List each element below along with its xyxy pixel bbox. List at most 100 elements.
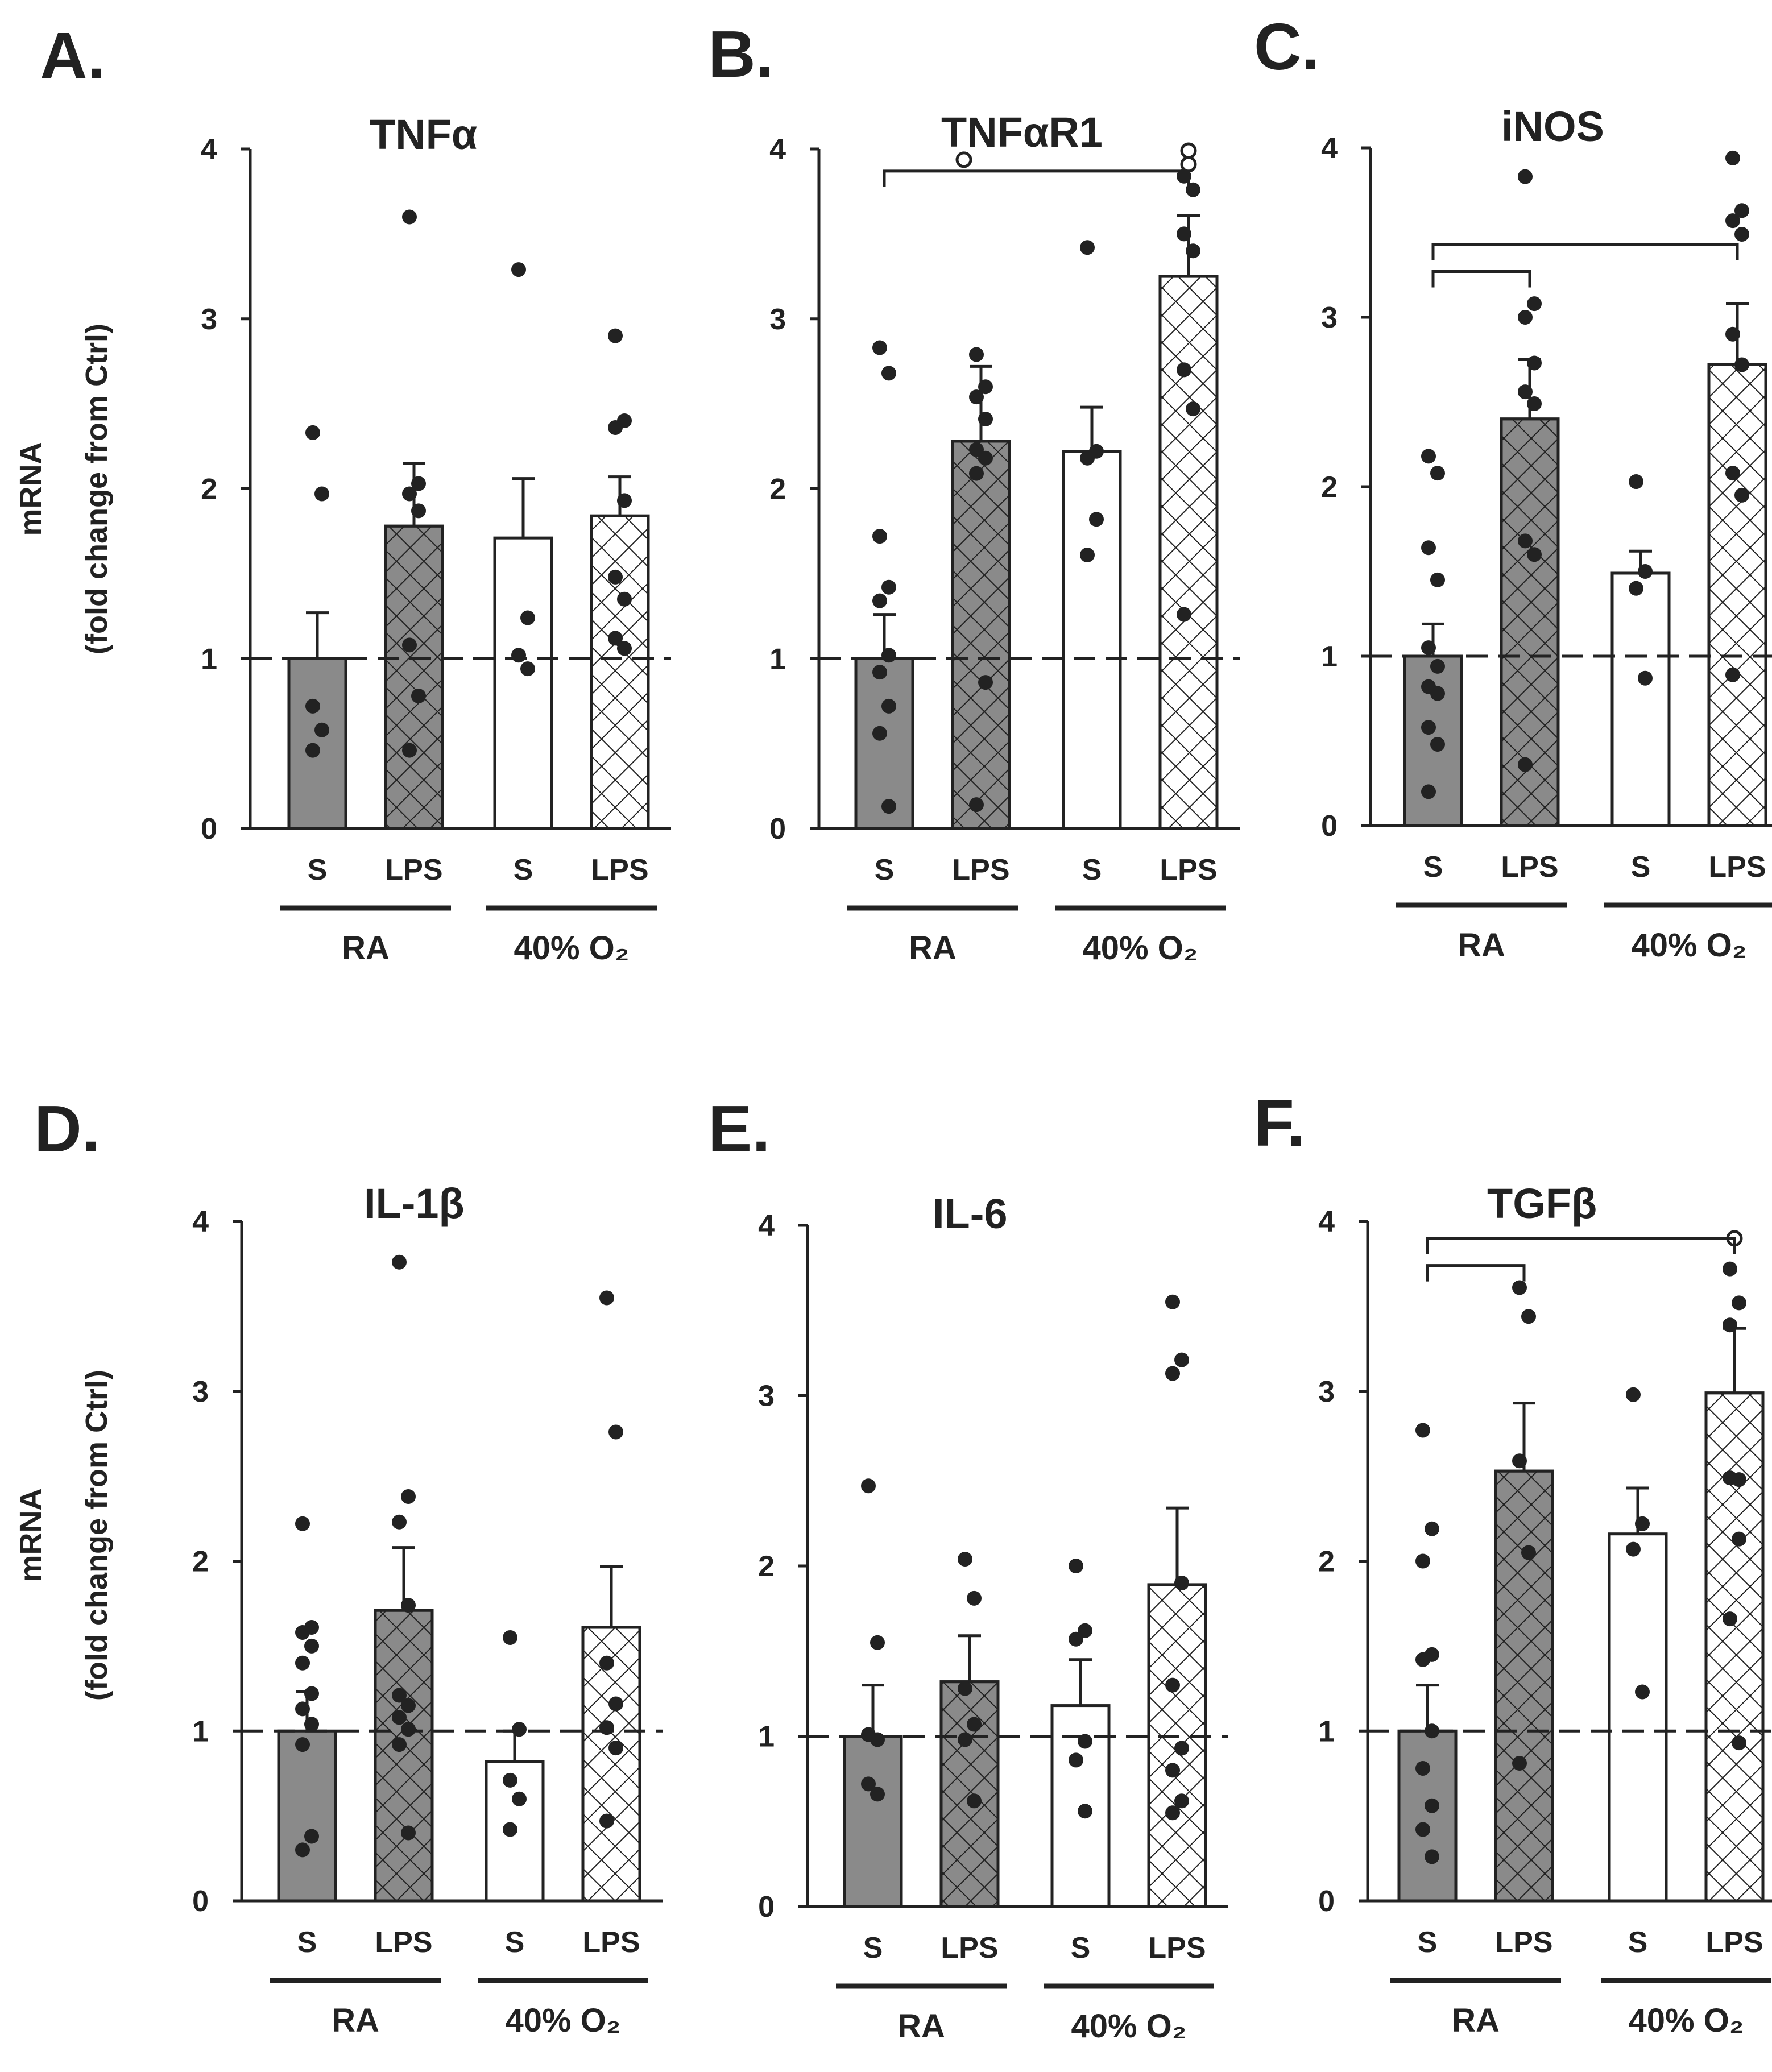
open-data-point (1180, 142, 1197, 159)
significance-mark (955, 151, 972, 168)
panel-letter-e: E. (708, 1092, 771, 1166)
x-tick-label: LPS (1148, 1932, 1206, 1965)
data-point (1186, 401, 1200, 417)
data-point (1174, 1352, 1189, 1367)
significance-bracket (1426, 1237, 1736, 1254)
data-point (617, 591, 632, 607)
x-tick-label: LPS (952, 853, 1009, 886)
data-point (1080, 450, 1095, 466)
data-point (1518, 384, 1533, 400)
data-point (978, 379, 993, 395)
data-point (1527, 355, 1542, 371)
y-tick-label: 0 (769, 813, 786, 846)
data-point (599, 1813, 614, 1829)
data-point (872, 665, 887, 680)
y-tick-label: 2 (201, 473, 217, 506)
x-tick-label: LPS (1495, 1926, 1552, 1959)
group-label: 40% O₂ (1071, 2008, 1186, 2045)
data-point (1723, 1611, 1737, 1627)
data-point (1165, 1366, 1180, 1381)
data-point (1723, 1317, 1737, 1333)
y-tick-label: 3 (769, 303, 786, 336)
y-tick-label: 4 (1318, 1205, 1335, 1238)
data-point (1638, 564, 1653, 579)
x-tick-label: S (1418, 1926, 1438, 1959)
data-point (1635, 1684, 1650, 1700)
data-point (402, 486, 417, 502)
data-point (872, 340, 887, 355)
data-point (1725, 466, 1740, 481)
y-tick-label: 4 (1321, 132, 1338, 165)
data-point (870, 1787, 885, 1802)
group-label: 40% O₂ (1082, 930, 1198, 967)
data-point (1165, 1294, 1180, 1309)
data-point (503, 1630, 517, 1645)
data-point (295, 1701, 310, 1717)
data-point (1518, 169, 1533, 184)
bar-hatch (1704, 1391, 1765, 1903)
x-tick-label: LPS (385, 853, 442, 886)
data-point (958, 1552, 972, 1567)
data-point (1734, 487, 1749, 503)
data-point (411, 688, 426, 703)
data-point (511, 648, 526, 663)
panel-letter-b: B. (708, 17, 774, 91)
y-tick-label: 1 (201, 643, 217, 676)
x-tick-label: S (1071, 1932, 1091, 1965)
data-point (1425, 1798, 1439, 1813)
data-point (411, 503, 426, 519)
data-point (1415, 1423, 1430, 1438)
data-point (617, 493, 632, 508)
data-point (1734, 226, 1749, 242)
data-point (1732, 1735, 1746, 1751)
y-tick-label: 3 (1318, 1375, 1335, 1408)
data-point (1518, 757, 1533, 772)
data-point (1165, 1677, 1180, 1693)
x-tick-label: LPS (941, 1932, 998, 1965)
data-point (520, 661, 535, 677)
y-tick-label: 3 (758, 1380, 775, 1413)
x-tick-label: S (308, 853, 328, 886)
x-tick-label: S (1628, 1926, 1648, 1959)
y-tick-label: 4 (201, 133, 217, 166)
x-tick-label: S (505, 1926, 525, 1959)
ylabel-line2: (fold change from Ctrl) (80, 1370, 114, 1701)
y-tick-label: 1 (758, 1721, 775, 1754)
data-point (1629, 581, 1643, 596)
data-point (978, 412, 993, 427)
data-point (305, 743, 320, 758)
data-point (967, 1717, 982, 1732)
data-point (1430, 658, 1445, 674)
panel-d: IL-1β 0 1 2 3 4 S LPS S LPS RA 40% O₂ (192, 1180, 663, 2039)
data-point (1177, 607, 1191, 622)
bar-hatch (384, 524, 444, 830)
x-tick-label: S (1631, 851, 1651, 884)
data-point (1165, 1763, 1180, 1778)
data-point (1080, 240, 1095, 255)
data-point (1425, 1849, 1439, 1864)
data-point (392, 1737, 407, 1752)
data-point (401, 1722, 416, 1737)
data-point (1512, 1756, 1527, 1771)
data-point (861, 1478, 876, 1494)
data-point (881, 698, 896, 714)
chart-title: TGFβ (1487, 1180, 1597, 1227)
bar (1610, 571, 1671, 827)
x-tick-label: S (1423, 851, 1443, 884)
bar-hatch (939, 1680, 1000, 1908)
data-point (1174, 1793, 1189, 1809)
data-point (392, 1514, 407, 1530)
bar-hatch (1494, 1469, 1554, 1903)
data-point (411, 476, 426, 491)
y-tick-label: 0 (1321, 810, 1338, 843)
data-point (402, 209, 417, 225)
data-point (1421, 540, 1436, 556)
panel-f: TGFβ 0 1 2 3 4 S LPS S LPS RA 40% O₂ (1318, 1180, 1772, 2039)
panel-e: IL-6 0 1 2 3 4 S LPS S LPS RA 40% O₂ (758, 1190, 1228, 2045)
panel-letter-d: D. (34, 1092, 100, 1166)
data-point (872, 529, 887, 544)
data-point (1078, 1804, 1092, 1819)
y-tick-label: 2 (192, 1545, 209, 1578)
data-point (503, 1822, 517, 1837)
data-point (1425, 1521, 1439, 1536)
